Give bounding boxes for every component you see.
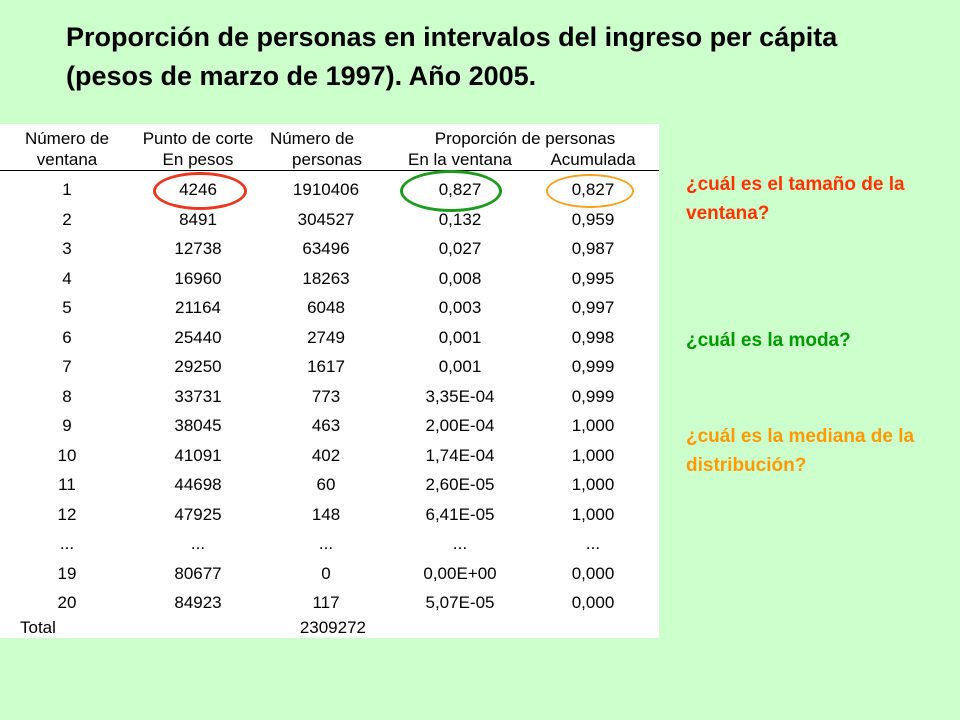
- cell-window-proportion: 5,07E-05: [425, 593, 495, 612]
- cell-window-proportion: 0,001: [438, 357, 482, 376]
- cell-window-proportion: 0,027: [438, 239, 482, 258]
- cell-persons: 2749: [307, 327, 345, 347]
- cell-window-proportion: ...: [452, 534, 468, 553]
- total-label: Total: [20, 618, 56, 637]
- header-col1-line2: ventana: [36, 150, 98, 169]
- cell-window: 19: [57, 563, 77, 583]
- cell-window: 10: [57, 445, 77, 465]
- cell-cumulative: 0,987: [571, 239, 615, 258]
- cell-window-proportion: 0,132: [438, 209, 482, 229]
- cell-window-proportion: 0,008: [438, 268, 482, 288]
- cell-persons: ...: [318, 534, 334, 553]
- cell-persons: 1910406: [292, 180, 360, 199]
- question-window-size: ¿cuál es el tamaño de la ventana?: [686, 174, 905, 224]
- cell-cutpoint: 38045: [174, 416, 222, 435]
- cell-persons: 117: [312, 593, 340, 612]
- cell-window: 20: [57, 593, 77, 612]
- header-col3-line1: Número de: [269, 129, 355, 148]
- cell-cutpoint: 41091: [174, 445, 222, 465]
- cell-window-proportion: 2,60E-05: [425, 475, 495, 494]
- header-rule: [0, 170, 659, 171]
- cell-window: 1: [62, 180, 72, 199]
- cell-cumulative: 1,000: [571, 445, 615, 465]
- cell-persons: 463: [311, 416, 341, 435]
- cell-cutpoint: 21164: [174, 298, 222, 317]
- slide-title: Proporción de personas en intervalos del…: [66, 22, 838, 91]
- cell-cumulative: 0,959: [571, 209, 615, 229]
- cell-window: 2: [62, 209, 72, 229]
- cell-persons: 63496: [302, 239, 350, 258]
- cell-cumulative: 1,000: [571, 504, 615, 524]
- cell-cutpoint: 44698: [174, 475, 222, 494]
- cell-cutpoint: 33731: [174, 386, 222, 406]
- cell-persons: 18263: [302, 268, 350, 288]
- header-col3-line2: personas: [292, 150, 362, 169]
- cell-persons: 0: [321, 563, 331, 583]
- question-median: ¿cuál es la mediana de la distribución?: [686, 426, 915, 476]
- cell-cutpoint: 12738: [174, 239, 222, 258]
- cell-window: 5: [62, 298, 72, 317]
- cell-window-proportion: 0,003: [438, 298, 482, 317]
- cell-window: 7: [62, 357, 72, 376]
- cell-cutpoint: 80677: [174, 563, 222, 583]
- cell-persons: 1617: [307, 357, 345, 376]
- cell-window-proportion: 2,00E-04: [425, 416, 495, 435]
- cell-window-proportion: 0,00E+00: [423, 563, 497, 583]
- header-col2-line1: Punto de corte: [142, 129, 254, 148]
- cell-persons: 148: [311, 504, 341, 524]
- cell-cutpoint: 8491: [179, 209, 217, 229]
- cell-persons: 304527: [297, 209, 355, 229]
- cell-persons: 402: [311, 445, 341, 465]
- cell-cumulative: 0,999: [571, 357, 615, 376]
- cell-window: 4: [62, 268, 72, 288]
- header-col5: Acumulada: [550, 150, 636, 169]
- cell-cumulative: 0,997: [571, 298, 615, 317]
- header-col4: En la ventana: [408, 150, 512, 169]
- total-value: 2309272: [299, 618, 366, 637]
- cell-persons: 6048: [307, 298, 345, 317]
- header-col1-line1: Número de: [24, 129, 110, 148]
- cell-cumulative: 1,000: [571, 475, 615, 494]
- cell-cutpoint: 16960: [174, 268, 222, 288]
- green-highlight-circle: [400, 170, 502, 212]
- cell-persons: 60: [316, 475, 336, 494]
- cell-cutpoint: 29250: [174, 357, 222, 376]
- cell-cumulative: 0,000: [571, 593, 615, 612]
- cell-cumulative: 1,000: [571, 416, 615, 435]
- orange-highlight-circle: [546, 174, 634, 208]
- cell-window-proportion: 6,41E-05: [425, 504, 495, 524]
- cell-window: 9: [62, 416, 72, 435]
- cell-window-proportion: 0,001: [438, 327, 482, 347]
- cell-cumulative: 0,999: [571, 386, 615, 406]
- cell-window-proportion: 1,74E-04: [425, 445, 495, 465]
- question-mode: ¿cuál es la moda?: [686, 330, 851, 351]
- header-proportion-group: Proporción de personas: [434, 129, 616, 148]
- header-col2-line2: En pesos: [162, 150, 234, 169]
- cell-cumulative: 0,995: [571, 268, 615, 288]
- red-highlight-circle: [153, 172, 247, 210]
- cell-cutpoint: 84923: [174, 593, 222, 612]
- cell-cutpoint: 25440: [174, 327, 222, 347]
- cell-window: 12: [57, 504, 77, 524]
- cell-cutpoint: 47925: [174, 504, 222, 524]
- cell-window: 3: [62, 239, 72, 258]
- cell-window: ...: [59, 534, 75, 553]
- cell-window: 11: [58, 475, 76, 494]
- cell-cumulative: 0,998: [571, 327, 615, 347]
- cell-persons: 773: [311, 386, 341, 406]
- cell-cumulative: ...: [585, 534, 601, 553]
- cell-window-proportion: 3,35E-04: [425, 386, 495, 406]
- cell-cumulative: 0,000: [571, 563, 615, 583]
- cell-cutpoint: ...: [190, 534, 206, 553]
- income-table: Número de ventana Punto de corte En peso…: [0, 124, 659, 638]
- cell-window: 6: [62, 327, 72, 347]
- cell-window: 8: [62, 386, 72, 406]
